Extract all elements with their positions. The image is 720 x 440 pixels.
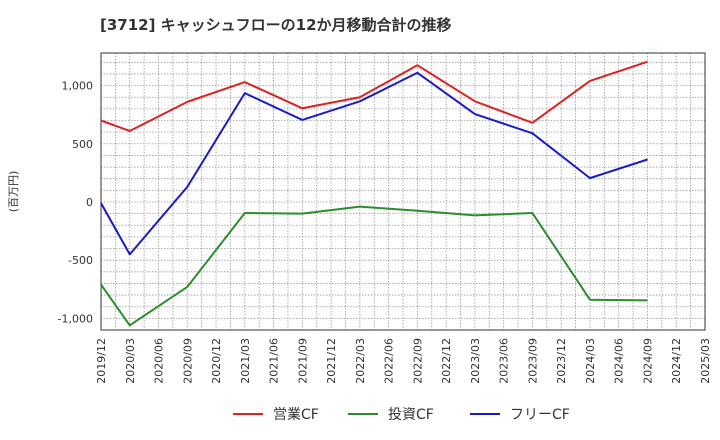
legend: 営業CF 投資CF フリーCF [233,407,570,423]
y-axis-label: (百万円) [7,171,20,213]
series-line [100,60,648,132]
chart-title: [3712] キャッシュフローの12か月移動合計の推移 [100,16,452,34]
x-tick-label: 2021/09 [296,338,309,384]
x-tick-label: 2023/09 [526,338,539,384]
x-tick-label: 2021/12 [325,338,338,384]
x-tick-label: 2020/06 [153,338,166,384]
x-tick-label: 2023/03 [469,338,482,384]
grid [101,53,705,330]
legend-label: 営業CF [273,407,319,423]
y-tick-label: -1,000 [58,312,93,325]
series-line [100,71,648,256]
x-tick-label: 2022/12 [440,338,453,384]
x-tick-label: 2021/06 [268,338,281,384]
x-tick-label: 2024/12 [670,338,683,384]
x-tick-label: 2024/03 [584,338,597,384]
y-tick-label: 500 [72,138,93,151]
y-tick-label: 1,000 [62,80,94,93]
y-axis: -1,000 -500 0 500 1,000 [58,80,93,326]
x-tick-label: 2022/09 [411,338,424,384]
y-tick-label: -500 [68,254,93,267]
legend-label: 投資CF [388,407,434,423]
x-tick-label: 2020/09 [181,338,194,384]
x-tick-label: 2019/12 [95,338,108,384]
x-tick-label: 2020/12 [210,338,223,384]
x-tick-label: 2023/12 [555,338,568,384]
series-lines [100,60,648,327]
x-tick-label: 2024/06 [613,338,626,384]
x-tick-label: 2024/09 [641,338,654,384]
x-tick-label: 2023/06 [498,338,511,384]
series-line [100,205,648,327]
plot-frame [100,52,706,331]
x-tick-label: 2022/06 [383,338,396,384]
x-tick-label: 2021/03 [239,338,252,384]
legend-label: フリーCF [510,407,570,423]
x-tick-label: 2025/03 [699,338,712,384]
y-tick-label: 0 [86,196,93,209]
x-tick-label: 2020/03 [124,338,137,384]
x-axis: 2019/12 2020/03 2020/06 2020/09 2020/12 2021/… [95,338,712,384]
x-tick-label: 2022/03 [354,338,367,384]
